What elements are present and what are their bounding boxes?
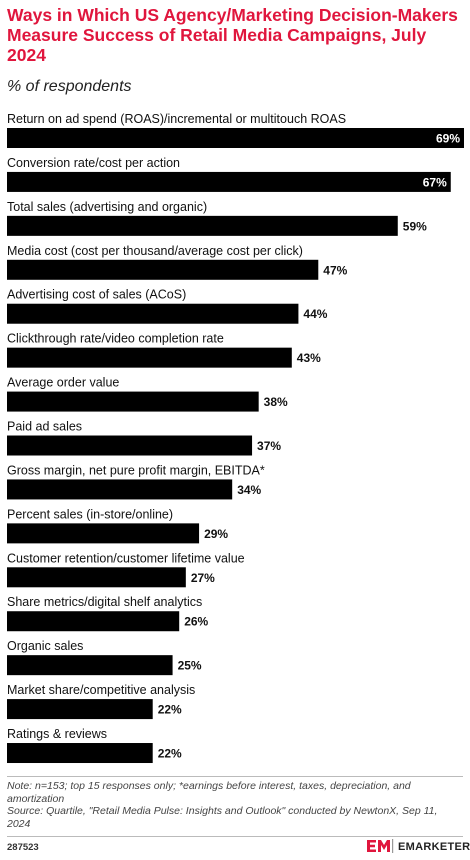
category-label: Total sales (advertising and organic) [7, 200, 207, 214]
category-label: Advertising cost of sales (ACoS) [7, 288, 186, 302]
bar [7, 259, 319, 280]
source: Source: Quartile, "Retail Media Pulse: I… [7, 805, 438, 830]
bar [7, 655, 173, 676]
value-label: 27% [191, 571, 215, 585]
bar [7, 347, 292, 368]
category-label: Percent sales (in-store/online) [7, 507, 173, 521]
bar [7, 743, 153, 764]
category-label: Conversion rate/cost per action [7, 156, 180, 170]
logo-icon [367, 839, 394, 853]
bar [7, 611, 180, 632]
category-label: Clickthrough rate/video completion rate [7, 332, 224, 346]
value-label: 22% [158, 747, 182, 761]
category-label: Customer retention/customer lifetime val… [7, 551, 245, 565]
value-label: 44% [303, 307, 327, 321]
note: Note: n=153; top 15 responses only; *ear… [7, 780, 411, 805]
category-label: Ratings & reviews [7, 727, 107, 741]
bar [7, 435, 253, 456]
divider [7, 836, 463, 837]
bar [7, 523, 200, 544]
chart-subtitle: % of respondents [7, 78, 132, 95]
value-label: 43% [297, 351, 321, 365]
category-label: Average order value [7, 376, 119, 390]
category-label: Return on ad spend (ROAS)/incremental or… [7, 112, 346, 126]
category-label: Market share/competitive analysis [7, 683, 195, 697]
value-label: 59% [403, 219, 427, 233]
bar [7, 171, 451, 192]
value-label: 25% [178, 659, 202, 673]
chart-id: 287523 [7, 842, 39, 853]
category-label: Share metrics/digital shelf analytics [7, 595, 202, 609]
brand: EMARKETER [398, 841, 470, 853]
bar [7, 567, 186, 588]
logo-separator [392, 839, 394, 853]
bar [7, 128, 464, 148]
value-label: 26% [184, 615, 208, 629]
bar [7, 479, 233, 500]
value-label: 47% [323, 263, 347, 277]
value-label: 38% [264, 395, 288, 409]
category-label: Gross margin, net pure profit margin, EB… [7, 463, 265, 477]
bar [7, 699, 153, 720]
footnotes: Note: n=153; top 15 responses only; *ear… [7, 780, 462, 830]
value-label: 67% [423, 175, 447, 189]
bar [7, 215, 398, 236]
category-label: Organic sales [7, 639, 83, 653]
chart: Return on ad spend (ROAS)/incremental or… [7, 112, 464, 764]
value-label: 69% [436, 132, 460, 146]
chart-title: Ways in Which US Agency/Marketing Decisi… [7, 5, 458, 65]
logo-m [378, 840, 390, 852]
category-label: Media cost (cost per thousand/average co… [7, 244, 303, 258]
bar [7, 391, 259, 412]
value-label: 34% [237, 483, 261, 497]
value-label: 37% [257, 439, 281, 453]
divider [7, 776, 463, 777]
logo-e [367, 840, 376, 852]
value-label: 29% [204, 527, 228, 541]
category-label: Paid ad sales [7, 420, 82, 434]
value-label: 22% [158, 703, 182, 717]
bar [7, 303, 299, 324]
